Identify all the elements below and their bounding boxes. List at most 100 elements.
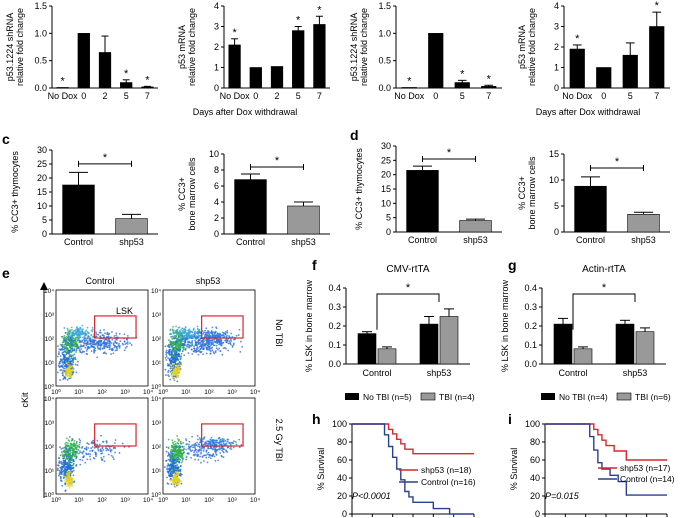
e-tr-dot-2-220 [197,343,200,346]
e-tr-dot-3-79 [178,368,181,371]
e-tr-dot-2-329 [204,344,207,347]
e-br-dot-2-97 [186,452,189,455]
e-tr-dot-3-65 [173,379,175,381]
e-tl-dot-2-258 [105,341,108,344]
e-br-dot-2-137 [217,459,220,462]
e-tl-dot-2-279 [63,338,66,341]
e-tl-dot-1-151 [70,350,73,353]
e-tr-dot-0-258 [174,357,177,360]
e-tr-dot-2-131 [209,352,212,355]
a2-bar-4 [313,24,326,89]
e-tl-dot-2-193 [69,349,72,352]
e-br-dot-1-136 [173,453,176,456]
e-tr-dot-2-245 [199,348,202,350]
e-tr-dot-2-247 [241,345,243,348]
e-tr-dot-5-153 [209,335,212,337]
e-bl-dot-0-205 [70,468,72,471]
g-bar-1-1 [635,331,655,365]
e-br-dot-2-74 [205,456,208,459]
e-tr-dot-4-64 [178,331,181,334]
i-ytick-label-5: 100 [525,419,540,429]
e-tl-dot-0-188 [63,348,65,351]
e-tr-dot-5-120 [208,338,211,341]
e-tl-dot-2-171 [126,341,129,344]
h-ytick-label-4: 80 [337,437,347,447]
e-bl-dot-1-68 [67,439,70,441]
panel-letter-e: e [2,265,10,281]
e-tl-dot-4-107 [75,333,78,336]
f-bar-0-1 [377,348,397,365]
e-tr-dot-3-75 [177,364,179,367]
e-tl-dot-2-228 [93,348,96,351]
a1-bar-2 [98,52,112,89]
e-br-dot-4-28 [206,440,209,443]
e-tr-dot-0-176 [178,361,181,364]
e-tr-dot-1-41 [167,343,170,346]
e-br-dot-3-79 [172,483,175,486]
e-tr-dot-4-62 [184,329,187,332]
e-tl-dot-4-89 [78,333,80,335]
e-tr-dot-5-156 [194,339,196,342]
e-br-dot-0-179 [170,463,172,466]
e-tr-dot-5-42 [228,342,231,345]
e-br-dot-4-21 [221,449,223,452]
e-br-xtick-1: 10¹ [181,497,191,504]
e-br-dot-1-108 [181,460,184,462]
e-br-dot-4-154 [207,446,210,449]
e-tr-dot-2-289 [208,345,211,348]
e-bl-dot-1-97 [69,452,72,454]
e-tr-dot-2-252 [194,344,197,347]
b1-bar-0 [401,87,417,89]
e-tl-dot-4-99 [79,336,82,339]
e-bl-dot-3-77 [69,478,71,481]
g-ytick-label-4: 0.4 [524,283,537,293]
e-bl-dot-1-143 [73,443,76,446]
e-tl-dot-2-50 [113,335,116,337]
e-br-dot-0-47 [166,468,168,471]
d2-xlabel-1: shp53 [631,235,656,245]
e-tr-dot-1-118 [182,346,185,349]
c1-ytick-label-4: 20 [37,173,47,183]
e-br-dot-0-244 [167,464,170,467]
e-bl-dot-0-118 [63,469,66,472]
e-tl-dot-2-328 [115,334,118,337]
e-br-dot-1-157 [178,452,181,454]
e-tl-xtick-4: 10⁴ [143,389,153,396]
e-tr-dot-0-9 [164,368,167,371]
e-tl-dot-4-86 [91,335,94,338]
e-bl-dot-2-70 [96,446,99,449]
a1-xlabel-0: No Dox [48,91,79,101]
e-tl-dot-2-257 [114,344,117,347]
e-br-dot-4-155 [202,438,205,440]
e-br-dot-1-155 [180,453,183,455]
e-tl-dot-2-179 [67,339,70,342]
chart-c2: 0 2 4 6 8 10 % CC3+ bone marrow cells Control shp… [177,149,330,247]
e-tl-dot-0-148 [62,366,64,369]
e-bl-dot-2-127 [89,453,92,456]
e-bl-dot-0-214 [64,489,67,492]
e-br-dot-2-112 [197,445,199,448]
e-br-xtick-2: 10² [204,497,214,504]
e-bl-dot-1-33 [65,441,68,444]
e-tr-dot-5-44 [226,334,228,337]
e-bl-dot-2-110 [99,448,102,451]
e-tl-dot-4-65 [84,330,87,333]
e-tl-dot-4-117 [80,333,83,336]
e-tl-dot-0-259 [72,357,75,359]
e-br-dot-4-51 [214,439,217,442]
e-tr-dot-5-103 [205,339,208,342]
e-tr-dot-5-108 [187,341,190,344]
e-tr-dot-2-320 [225,341,228,344]
e-tl-dot-0-232 [63,355,66,358]
e-bl-dot-2-33 [103,460,106,463]
e-bl-dot-3-75 [71,484,73,487]
e-tl-dot-2-218 [70,347,73,350]
e-bl-dot-1-5 [75,442,78,445]
e-tl-dot-3-67 [68,370,71,373]
e-br-dot-2-84 [205,454,207,457]
e-bl-dot-1-159 [69,456,72,459]
e-br-dot-4-134 [216,449,219,452]
e-br-dot-1-146 [179,440,182,443]
e-tr-dot-5-116 [230,332,233,335]
a1-star-0: * [60,75,65,87]
